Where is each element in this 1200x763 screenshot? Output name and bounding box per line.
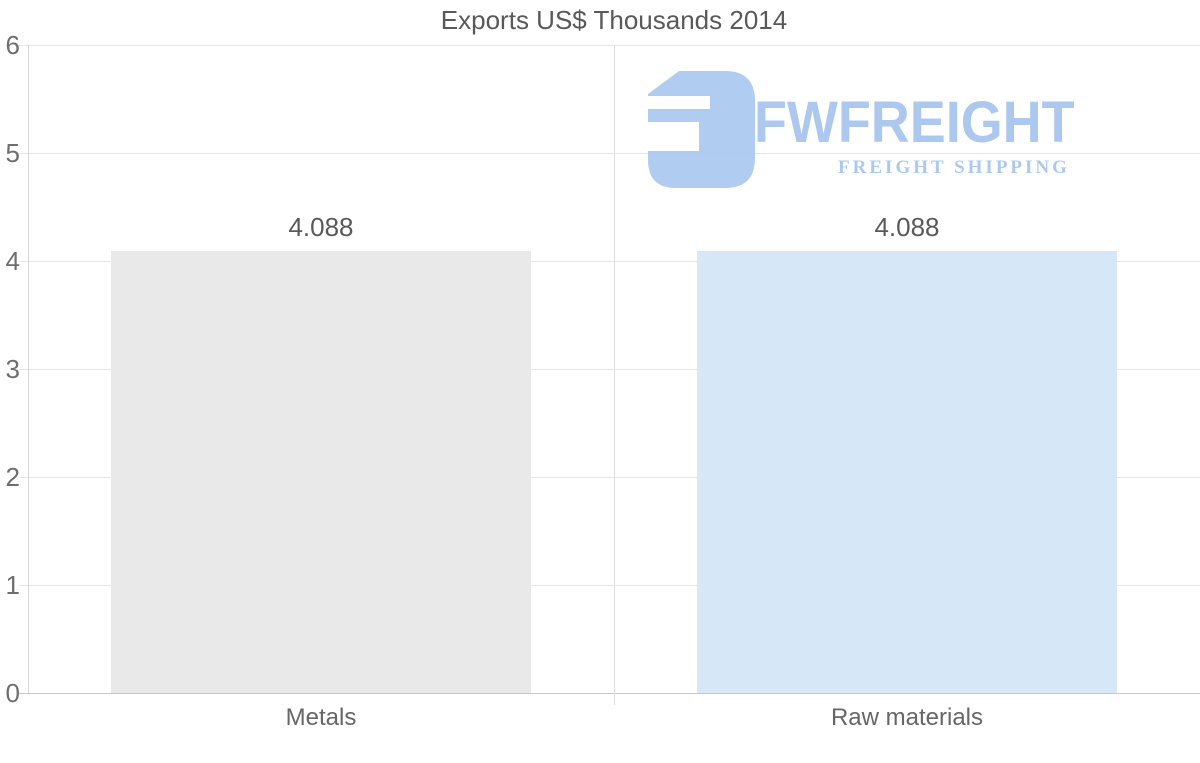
- y-tick-label: 6: [5, 30, 20, 60]
- gridline: [19, 369, 1200, 370]
- gridline: [19, 477, 1200, 478]
- gridline: [19, 45, 1200, 46]
- bar-value-label: 4.088: [288, 212, 354, 243]
- gridline: [19, 261, 1200, 262]
- y-tick-label: 2: [5, 462, 20, 492]
- gridline: [19, 153, 1200, 154]
- y-tick-label: 5: [5, 138, 20, 168]
- y-tick-label: 0: [5, 678, 20, 708]
- y-axis-line: [28, 45, 29, 693]
- fwfreight-logo-icon: [648, 71, 755, 188]
- x-axis-baseline: [19, 693, 1200, 694]
- chart-title: Exports US$ Thousands 2014: [440, 5, 788, 35]
- bar-metals: [111, 251, 531, 693]
- brand-name: FWFREIGHT: [754, 90, 1075, 155]
- bar-value-label: 4.088: [874, 212, 940, 243]
- gridline: [19, 585, 1200, 586]
- x-category-label: Raw materials: [830, 704, 984, 731]
- bar-raw-materials: [697, 251, 1117, 693]
- brand-tagline: FREIGHT SHIPPING: [838, 157, 1070, 178]
- y-tick-label: 1: [5, 570, 20, 600]
- y-tick-label: 4: [5, 246, 20, 276]
- category-divider-line: [614, 45, 615, 705]
- x-category-label: Metals: [285, 704, 357, 731]
- y-tick-label: 3: [5, 354, 20, 384]
